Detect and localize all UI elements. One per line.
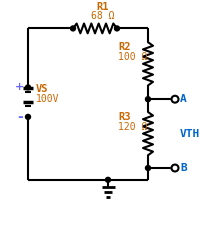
Circle shape xyxy=(146,165,151,170)
Circle shape xyxy=(146,97,151,102)
Text: 120 Ω: 120 Ω xyxy=(118,122,147,132)
Text: -: - xyxy=(17,110,23,124)
Text: B: B xyxy=(180,163,187,173)
Circle shape xyxy=(106,177,110,182)
Text: VS: VS xyxy=(36,84,49,94)
Text: 100 Ω: 100 Ω xyxy=(118,52,147,62)
Circle shape xyxy=(71,26,75,31)
Text: R1: R1 xyxy=(97,2,109,12)
Text: R3: R3 xyxy=(118,112,131,122)
Circle shape xyxy=(172,165,179,171)
Text: A: A xyxy=(180,94,187,104)
Text: 100V: 100V xyxy=(36,94,60,104)
Text: 68 Ω: 68 Ω xyxy=(91,10,115,21)
Text: +: + xyxy=(15,82,25,92)
Text: VTH: VTH xyxy=(180,129,200,139)
Circle shape xyxy=(26,85,30,90)
Text: R2: R2 xyxy=(118,42,131,52)
Circle shape xyxy=(114,26,119,31)
Circle shape xyxy=(172,96,179,103)
Circle shape xyxy=(26,114,30,119)
